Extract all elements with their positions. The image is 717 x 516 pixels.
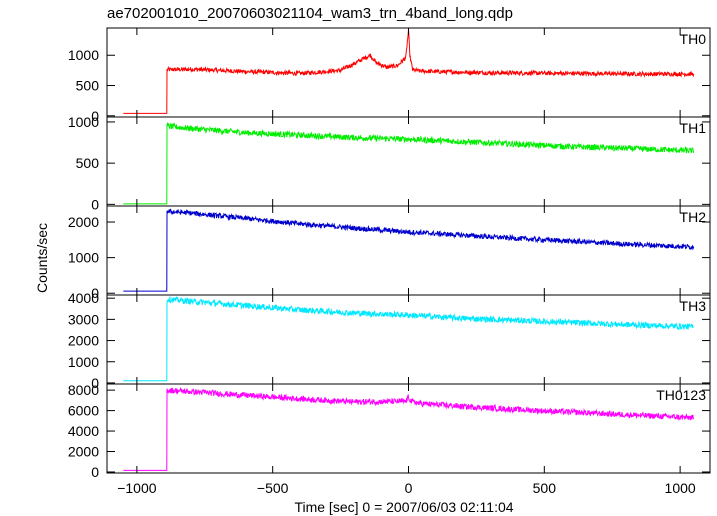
x-tick-label: 1000 <box>665 480 696 496</box>
series-line-th3 <box>123 296 694 382</box>
panel-label: TH1 <box>680 120 707 136</box>
y-axis-label: Counts/sec <box>34 223 50 293</box>
y-tick-label: 0 <box>91 375 99 391</box>
y-tick-label: 1000 <box>68 250 99 266</box>
y-tick-label: 1000 <box>68 354 99 370</box>
y-tick-label: 1000 <box>68 114 99 130</box>
y-tick-label: 0 <box>91 108 99 124</box>
panel-th0123: 0 2000 4000 6000 8000 TH0123 <box>68 382 711 480</box>
y-tick-label: 0 <box>91 196 99 212</box>
x-axis-label: Time [sec] 0 = 2007/06/03 02:11:04 <box>294 499 513 515</box>
series-line-th0 <box>123 28 695 114</box>
panel-label: TH3 <box>680 298 707 314</box>
panel-label: TH0123 <box>656 387 706 403</box>
series-line-th2 <box>123 208 695 292</box>
panel-th0: 0 500 1000 TH0 <box>68 27 711 124</box>
panel-frame <box>106 205 711 296</box>
series-line-th1 <box>123 121 695 205</box>
y-tick-label: 4000 <box>68 290 99 306</box>
x-tick-label: −1000 <box>117 480 157 496</box>
y-tick-label: 0 <box>91 464 99 480</box>
y-tick-label: 3000 <box>68 311 99 327</box>
y-tick-label: 2000 <box>68 444 99 460</box>
y-tick-label: 0 <box>91 285 99 301</box>
y-tick-label: 2000 <box>68 214 99 230</box>
y-tick-label: 1000 <box>68 47 99 63</box>
series-line-th0123 <box>123 386 695 471</box>
panel-th1: 0 500 1000 TH1 <box>68 114 711 212</box>
y-tick-label: 4000 <box>68 423 99 439</box>
panel-th2: 0 1000 2000 TH2 <box>68 205 711 301</box>
y-tick-label: 500 <box>76 78 100 94</box>
panel-th3: 0 1000 2000 3000 4000 TH3 <box>68 290 711 391</box>
x-tick-label: −500 <box>257 480 289 496</box>
panel-frame <box>106 27 711 118</box>
x-tick-label: 500 <box>533 480 557 496</box>
panel-label: TH0 <box>680 31 707 47</box>
y-tick-label: 2000 <box>68 333 99 349</box>
y-tick-label: 500 <box>76 155 100 171</box>
x-tick-label: 0 <box>405 480 413 496</box>
y-tick-label: 8000 <box>68 382 99 398</box>
panel-frame <box>106 294 711 385</box>
chart-title: ae702001010_20070603021104_wam3_trn_4ban… <box>107 5 513 22</box>
y-tick-label: 6000 <box>68 403 99 419</box>
panel-label: TH2 <box>680 209 707 225</box>
